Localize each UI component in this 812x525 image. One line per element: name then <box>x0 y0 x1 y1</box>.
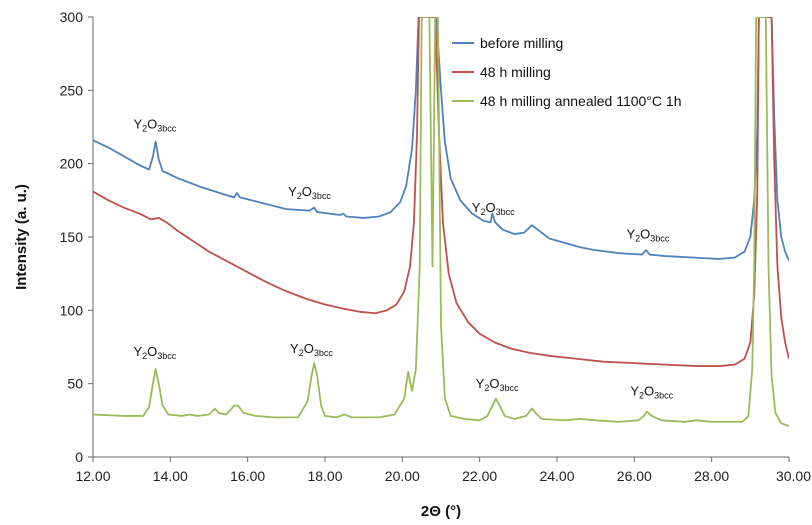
y-tick-label: 100 <box>60 302 84 318</box>
peak-annotation: Y2O3bcc <box>476 376 519 393</box>
x-tick-label: 24.00 <box>539 468 574 484</box>
peak-annotation: Y2O3bcc <box>472 200 515 217</box>
legend: before milling 48 h milling 48 h milling a… <box>452 35 681 109</box>
peak-annotation: Y2O3bcc <box>626 226 669 243</box>
x-tick-label: 16.00 <box>230 468 265 484</box>
x-tick-label: 28.00 <box>694 468 729 484</box>
series-layer <box>93 17 789 428</box>
peak-annotation: Y2O3bcc <box>630 383 673 400</box>
x-tick-label: 20.00 <box>385 468 420 484</box>
peak-annotation: Y2O3bcc <box>133 344 176 361</box>
y-tick-label: 250 <box>60 82 84 98</box>
x-tick-label: 22.00 <box>462 468 497 484</box>
legend-label: before milling <box>480 35 563 51</box>
legend-label: 48 h milling <box>480 64 551 80</box>
x-tick-label: 30.00 <box>776 468 811 484</box>
y-tick-label: 0 <box>75 449 83 465</box>
peak-annotation: Y2O3bcc <box>290 341 333 358</box>
legend-label: 48 h milling annealed 1100°C 1h <box>480 93 681 109</box>
series-line-before-milling <box>93 17 789 261</box>
x-tick-label: 12.00 <box>75 468 110 484</box>
x-tick-label: 26.00 <box>617 468 652 484</box>
x-tick-label: 14.00 <box>153 468 188 484</box>
peak-annotation: Y2O3bcc <box>288 184 331 201</box>
x-axis-title: 2Θ (°) <box>421 503 461 520</box>
annotation-layer: Y2O3bcc Y2O3bcc Y2O3bcc Y2O3bcc Y2O3bcc Y2O3b… <box>133 116 673 400</box>
y-tick-label: 300 <box>60 9 84 25</box>
y-tick-label: 150 <box>60 229 84 245</box>
x-tick-label: 18.00 <box>307 468 342 484</box>
y-axis-title: Intensity (a. u.) <box>13 184 30 290</box>
peak-annotation: Y2O3bcc <box>133 116 176 133</box>
y-tick-label: 200 <box>60 156 84 172</box>
series-line-48-h-milling-annealed-1100-c-1h <box>93 17 789 428</box>
axes: 0 50 100 150 200 250 300 12.00 14.00 16.00 18.00 20… <box>60 9 812 484</box>
y-tick-label: 50 <box>67 376 83 392</box>
